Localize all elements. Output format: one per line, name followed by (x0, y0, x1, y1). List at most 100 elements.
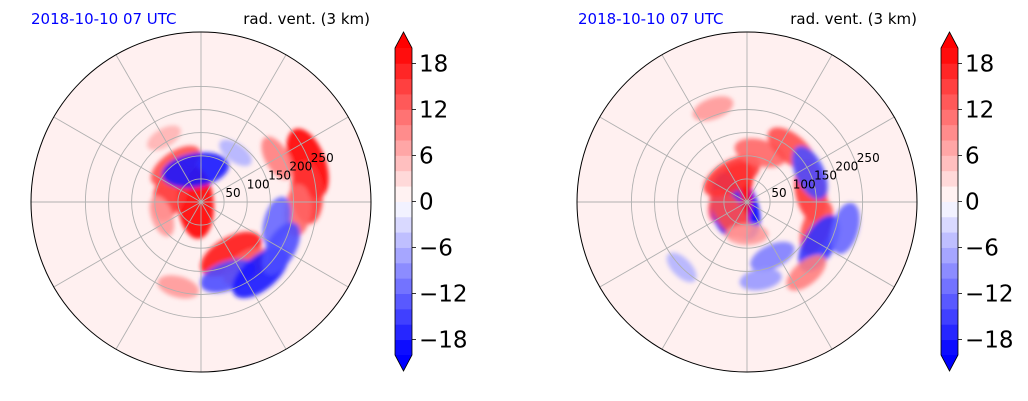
right-colorbar-extend-max (941, 32, 958, 48)
left-colorbar-bin (395, 201, 412, 218)
left-colorbar-bin (395, 324, 412, 341)
right-velocity-feature (739, 268, 782, 291)
left-colorbar-bin (395, 170, 412, 187)
right-colorbar-tick-label: −12 (965, 282, 1014, 308)
right-colorbar-bin (941, 48, 958, 64)
right-title-field: rad. vent. (3 km) (790, 10, 917, 28)
left-colorbar: −18 −12 −6 0 6 12 18 (394, 31, 468, 372)
left-colorbar-bin (395, 339, 412, 356)
left-colorbar-bin (395, 216, 412, 233)
right-title-time: 2018-10-10 07 UTC (578, 10, 724, 28)
right-colorbar-outline (940, 31, 959, 372)
left-colorbar-bin (395, 278, 412, 294)
left-grid-spoke (200, 54, 287, 203)
left-title-time: 2018-10-10 07 UTC (31, 10, 177, 28)
right-radial-tick-label: 150 (814, 169, 837, 183)
right-colorbar-bin (941, 63, 958, 80)
left-colorbar-bin (395, 140, 412, 156)
right-grid-spoke (599, 116, 748, 203)
right-colorbar-bin (941, 339, 958, 356)
right-radial-tick-label: 50 (771, 186, 786, 200)
right-colorbar-bin (941, 170, 958, 187)
left-polar-grid (31, 32, 371, 372)
left-colorbar-bin (395, 308, 412, 325)
right-velocity-feature (692, 96, 734, 121)
left-grid-spoke (115, 201, 202, 350)
right-colorbar-bin (941, 94, 958, 110)
left-radial-tick-label: 100 (247, 177, 270, 191)
left-colorbar-bin (395, 63, 412, 80)
right-colorbar-bin (941, 140, 958, 156)
left-colorbar-extend-max (395, 32, 412, 48)
right-colorbar-tick-label: 18 (965, 51, 994, 77)
right-grid-spoke (746, 54, 833, 203)
left-colorbar-tick-label: −6 (419, 236, 453, 262)
left-colorbar-outline (394, 31, 413, 372)
left-colorbar-tick-label: 0 (419, 190, 434, 216)
left-radial-tick-label: 50 (225, 186, 240, 200)
right-polar-frame (576, 31, 918, 373)
left-grid-spoke (53, 201, 202, 288)
left-radial-tick-label: 200 (289, 160, 312, 174)
left-velocity-feature (149, 195, 175, 237)
right-grid-spoke (661, 201, 748, 350)
right-colorbar-bin (941, 308, 958, 325)
right-colorbar-bin (941, 78, 958, 95)
right-colorbar-extend-min (941, 355, 958, 371)
left-colorbar-bin (395, 109, 412, 126)
left-colorbar-bin (395, 247, 412, 264)
right-grid-spoke (746, 116, 895, 203)
right-colorbar-bin (941, 247, 958, 264)
right-colorbar-bin (941, 124, 958, 141)
right-colorbar-bin (941, 155, 958, 172)
right-grid-spoke (746, 201, 895, 288)
left-colorbar-bin (395, 124, 412, 141)
left-title-field: rad. vent. (3 km) (243, 10, 370, 28)
left-colorbar-bin (395, 293, 412, 310)
right-colorbar-bin (941, 293, 958, 310)
right-colorbar-bin (941, 109, 958, 126)
left-colorbar-tick-label: 18 (419, 51, 448, 77)
right-colorbar-bin (941, 262, 958, 279)
left-colorbar-tick-label: −12 (419, 282, 468, 308)
right-colorbar-tick-label: 0 (965, 190, 980, 216)
left-grid-spoke (200, 201, 349, 288)
left-colorbar-bin (395, 48, 412, 64)
right-colorbar-tick-label: −18 (965, 328, 1014, 354)
right-colorbar-tick-label: −6 (965, 236, 999, 262)
right-polar-panel: 2018-10-10 07 UTC rad. vent. (3 km) 50 10… (576, 10, 918, 373)
left-grid-spoke (200, 116, 349, 203)
left-colorbar-tick-label: −18 (419, 328, 468, 354)
right-colorbar-bin (941, 216, 958, 233)
left-polar-frame (30, 31, 372, 373)
left-colorbar-tick-label: 12 (419, 97, 448, 123)
right-grid-spoke (746, 201, 833, 350)
left-colorbar-bin (395, 186, 412, 202)
left-grid-spoke (115, 54, 202, 203)
left-polar-panel: 2018-10-10 07 UTC rad. vent. (3 km) 50 10… (30, 10, 372, 373)
left-velocity-feature (157, 275, 200, 299)
left-colorbar-bin (395, 232, 412, 248)
right-colorbar-tick-label: 12 (965, 97, 994, 123)
right-colorbar-bin (941, 324, 958, 341)
right-polar-grid (577, 32, 917, 372)
right-velocity-feature (750, 241, 795, 272)
left-colorbar-tick-label: 6 (419, 143, 434, 169)
left-velocity-field (147, 125, 329, 299)
left-grid-spoke (200, 201, 287, 350)
left-colorbar-bin (395, 262, 412, 279)
left-velocity-feature (219, 139, 252, 167)
right-colorbar-bin (941, 186, 958, 202)
right-colorbar-bin (941, 278, 958, 294)
right-grid-spoke (599, 201, 748, 288)
right-grid-spoke (661, 54, 748, 203)
right-radial-tick-label: 200 (835, 160, 858, 174)
right-colorbar-tick-label: 6 (965, 143, 980, 169)
left-radial-tick-label: 150 (268, 169, 291, 183)
left-colorbar-bin (395, 155, 412, 172)
left-colorbar-bin (395, 94, 412, 110)
right-colorbar: −18 −12 −6 0 6 12 18 (940, 31, 1014, 372)
